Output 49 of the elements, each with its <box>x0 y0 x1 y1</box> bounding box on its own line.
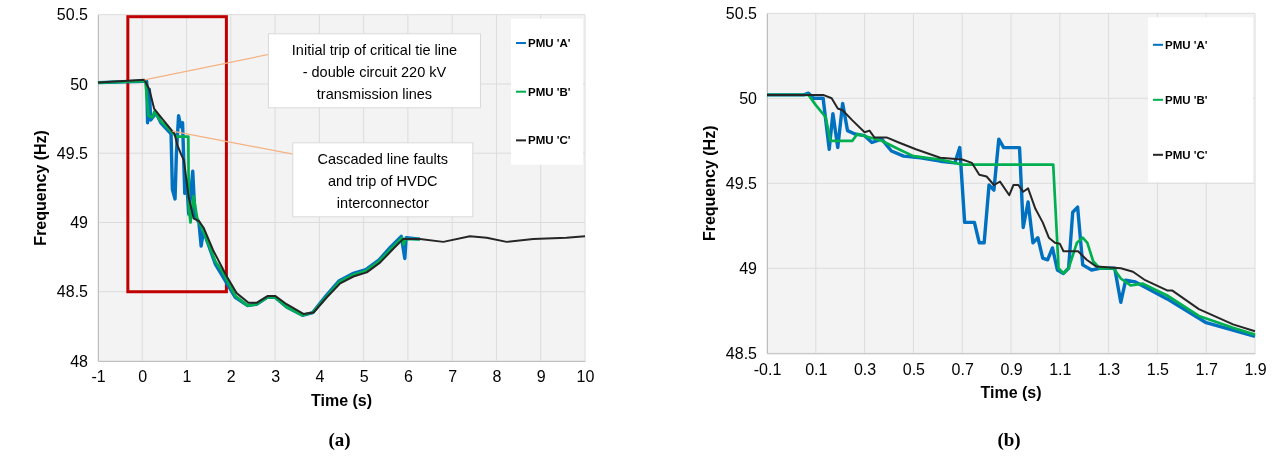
x-tick-label: 1.5 <box>1146 360 1170 378</box>
x-tick-label: 7 <box>448 368 458 386</box>
x-tick-label: 1.1 <box>1049 360 1072 378</box>
x-tick-label: 5 <box>359 368 369 386</box>
x-tick-label: 10 <box>576 368 595 386</box>
x-tick-label: -0.1 <box>753 360 782 378</box>
x-tick-label: 8 <box>492 368 502 386</box>
y-tick-label: 49.5 <box>725 174 758 192</box>
y-tick-label: 49 <box>739 259 758 277</box>
x-tick-label: 9 <box>536 368 546 386</box>
y-axis-title: Frequency (Hz) <box>701 125 718 242</box>
x-tick-label: -1 <box>91 368 106 386</box>
x-tick-label: 1.9 <box>1244 360 1267 378</box>
y-tick-label: 48.5 <box>56 283 89 301</box>
legend-label: PMU 'A' <box>528 37 571 50</box>
y-tick-label: 50.5 <box>725 4 758 22</box>
x-tick-label: 0.3 <box>853 360 877 378</box>
y-tick-label: 49 <box>70 214 89 232</box>
legend-label: PMU 'A' <box>1165 38 1208 51</box>
x-tick-label: 0.1 <box>805 360 828 378</box>
y-tick-label: 48.5 <box>725 344 758 362</box>
x-tick-label: 0 <box>138 368 148 386</box>
x-tick-label: 1 <box>182 368 192 386</box>
legend-label: PMU 'C' <box>1165 148 1208 161</box>
x-tick-label: 3 <box>271 368 281 386</box>
line-series <box>97 78 586 315</box>
legend-label: PMU 'B' <box>1165 93 1208 106</box>
y-tick-label: 49.5 <box>56 144 89 162</box>
text: (a) <box>328 429 351 451</box>
y-tick-label: 48 <box>70 352 89 370</box>
x-tick-label: 0.9 <box>1000 360 1023 378</box>
x-tick-label: 4 <box>315 368 325 386</box>
text: (b) <box>997 429 1021 451</box>
x-tick-label: 1.3 <box>1097 360 1121 378</box>
legend-label: PMU 'C' <box>528 134 571 147</box>
legend-label: PMU 'B' <box>528 85 571 98</box>
y-tick-label: 50 <box>739 89 758 107</box>
x-axis-title: Time (s) <box>310 392 373 409</box>
x-axis-title: Time (s) <box>980 384 1042 402</box>
annotation: Cascaded line faults and trip of HVDC interconnector <box>317 150 449 211</box>
x-tick-label: 0.7 <box>951 360 974 378</box>
x-tick-label: 2 <box>226 368 236 386</box>
x-tick-label: 0.5 <box>902 360 926 378</box>
y-tick-label: 50.5 <box>56 6 89 24</box>
x-tick-label: 1.7 <box>1195 360 1218 378</box>
x-tick-label: 6 <box>403 368 413 386</box>
annotation: Initial trip of critical tie line - double circuit 220 kV transmission lines <box>291 41 458 102</box>
y-tick-label: 50 <box>70 75 89 93</box>
y-axis-title: Frequency (Hz) <box>32 130 49 246</box>
